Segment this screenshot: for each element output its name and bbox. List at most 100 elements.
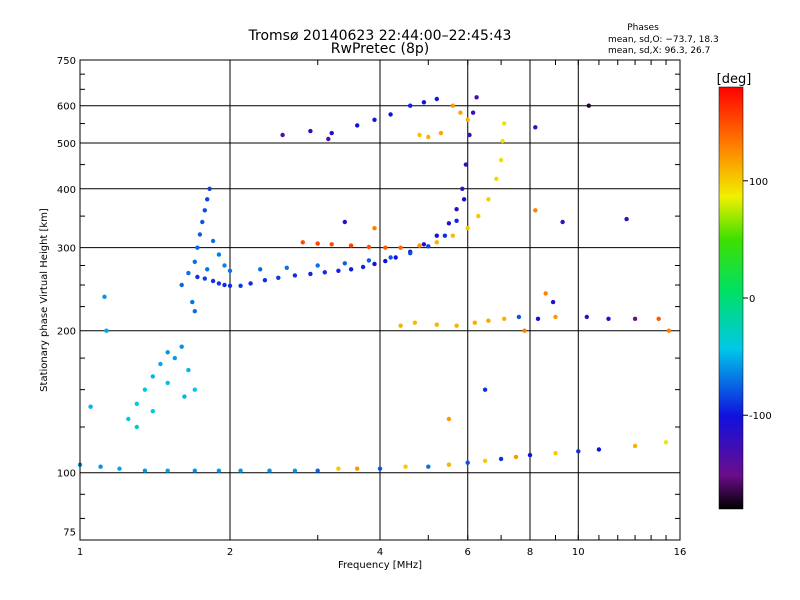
y-tick-label: 400 [57,185,76,196]
data-point [195,245,200,250]
x-tick-label: 10 [572,547,585,558]
grid-lines [80,60,680,540]
data-point [498,157,504,163]
data-point [377,466,383,471]
data-point [438,130,444,136]
data-point [202,208,207,213]
data-point [516,314,522,320]
data-point [372,226,377,231]
data-point [486,197,491,202]
data-point [398,323,403,328]
data-point [308,271,313,277]
data-point [292,468,298,473]
data-point [596,447,602,452]
data-point [470,110,476,115]
data-point [192,259,197,264]
data-point [486,318,491,323]
data-point [446,221,452,226]
data-point [482,387,488,392]
data-point [117,466,122,471]
data-point [216,468,222,473]
data-point [158,361,163,367]
data-point [165,350,170,355]
data-point [606,316,611,321]
data-point [348,267,354,272]
data-point [535,316,541,321]
data-point [192,309,197,314]
data-point [315,468,320,473]
data-point [474,95,479,100]
data-point [624,216,629,222]
data-point [192,468,197,473]
data-point [182,394,187,399]
data-point [98,464,103,469]
data-point [502,121,507,126]
data-point [450,233,455,238]
y-tick-label: 200 [57,327,76,338]
data-point [355,466,360,471]
data-point [398,245,403,250]
data-point [460,186,465,191]
data-point [336,268,341,273]
data-point [663,440,669,445]
data-point [434,322,439,327]
data-point [238,283,243,288]
axis-ticks: 1 2 4 6 8 10 16 75 100 200 300 400 500 600 750 [57,56,686,558]
data-point [267,468,272,473]
data-point [134,424,139,430]
y-tick-label: 500 [57,139,76,150]
data-point [388,255,393,260]
data-point [216,281,222,286]
data-point [408,103,413,108]
data-point [276,275,281,280]
colorbar-tick-label: 100 [749,177,768,188]
chart-title: Tromsø 20140623 22:44:00–22:45:43 [248,28,512,44]
data-point [195,274,200,280]
x-tick-label: 2 [227,547,233,558]
data-point [227,268,233,273]
data-point [388,112,393,117]
data-point [126,416,131,422]
data-point [421,100,427,105]
data-point [426,244,431,249]
data-point [142,387,148,392]
data-point [417,132,422,138]
data-point [543,291,548,296]
data-point [165,468,170,473]
data-point [205,197,210,202]
data-point [150,374,155,379]
data-point [222,263,227,268]
data-point [476,213,481,219]
data-point [200,219,205,225]
data-point [88,404,93,409]
data-point [666,328,672,333]
data-point [238,468,243,473]
data-point [222,282,227,288]
data-point [315,263,320,268]
data-point [393,255,398,260]
data-point [102,294,107,299]
data-point [179,344,184,349]
y-tick-label: 75 [63,528,76,539]
data-point [165,380,170,386]
data-point [186,367,191,373]
data-point [205,267,210,272]
colorbar-ticks: 100 0 -100 [743,177,772,422]
data-point [355,123,360,128]
data-point [632,443,638,449]
data-point [502,316,507,321]
data-point [408,251,413,256]
data-point [426,134,431,140]
x-tick-label: 6 [465,547,471,558]
data-point [366,244,372,250]
data-point [465,460,470,465]
data-point [336,466,341,471]
data-point [412,320,418,325]
x-tick-label: 16 [674,547,687,558]
data-point [202,276,207,281]
y-axis-label: Stationary phase Virtual Height [km] [39,208,50,392]
data-point [434,240,439,245]
data-point [465,226,470,231]
data-point [383,258,388,264]
